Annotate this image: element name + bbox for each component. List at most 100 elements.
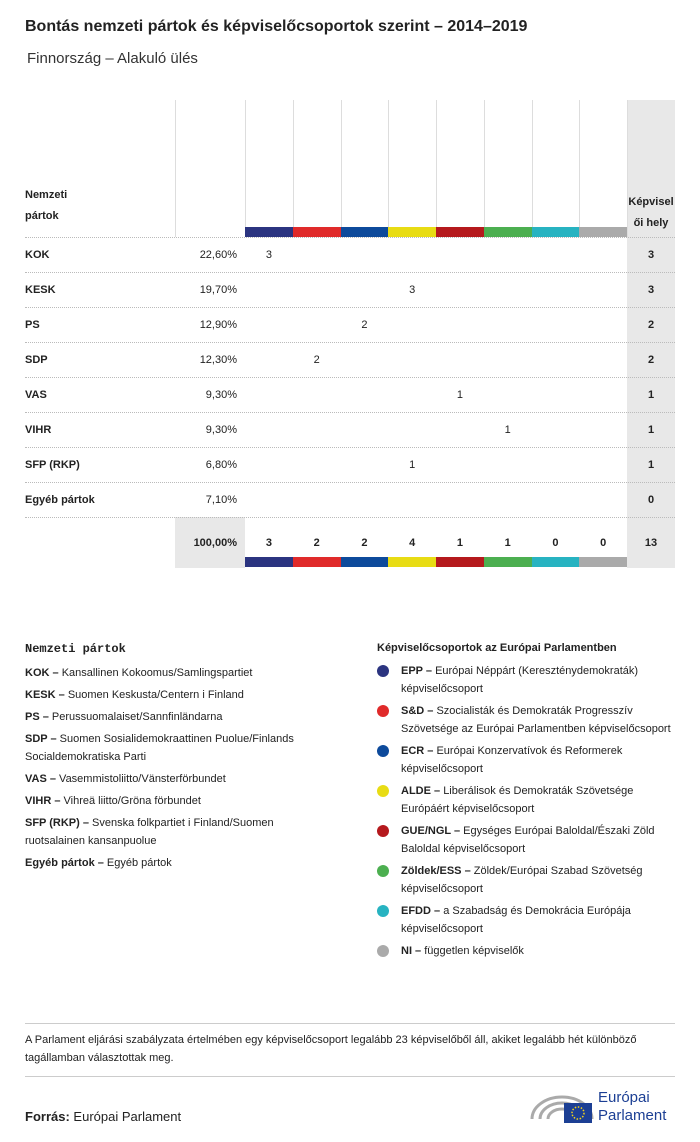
legend-dot	[377, 945, 389, 957]
legend-item: VIHR – Vihreä liitto/Gröna förbundet	[25, 792, 335, 810]
seat-total: 1	[647, 458, 655, 471]
legend-item: KESK – Suomen Keskusta/Centern i Finland	[25, 686, 335, 704]
legend-item: Egyéb pártok – Egyéb pártok	[25, 854, 335, 872]
legend-name: Európai Konzervatívok és Reformerek képv…	[401, 745, 623, 775]
seat-total: 3	[647, 283, 655, 296]
column-line	[340, 100, 342, 237]
legend-dot	[377, 905, 389, 917]
votes: 19,70%	[199, 283, 237, 296]
seat-total: 3	[647, 248, 655, 261]
party-legend: Nemzeti pártok KOK – Kansallinen Kokoomu…	[25, 642, 335, 876]
column-line	[175, 100, 176, 237]
legend-abbr: VIHR –	[25, 795, 61, 807]
votes: 100,00%	[193, 536, 237, 549]
legend-abbr: ECR –	[401, 745, 434, 757]
legend-abbr: VAS –	[25, 773, 56, 785]
legend-item: GUE/NGL – Egységes Európai Baloldal/Észa…	[377, 822, 677, 858]
seat-count: 2	[313, 353, 320, 366]
seat-total: 1	[647, 423, 655, 436]
legend-dot	[377, 865, 389, 877]
seat-count: 2	[361, 318, 368, 331]
legend-item: KOK – Kansallinen Kokoomus/Samlingsparti…	[25, 664, 335, 682]
column-line	[245, 100, 246, 237]
seat-count: 1	[409, 458, 416, 471]
legend-item: EPP – Európai Néppárt (Kereszténydemokra…	[377, 662, 677, 698]
legend-abbr: Zöldek/ESS –	[401, 865, 471, 877]
logo-text: Parlament	[598, 1107, 667, 1124]
group-color-bar	[340, 557, 389, 567]
votes: 9,30%	[205, 388, 237, 401]
column-line	[388, 100, 390, 237]
source-text: Európai Parlament	[73, 1109, 182, 1124]
seat-count: 0	[552, 536, 559, 549]
legend-abbr: GUE/NGL –	[401, 825, 461, 837]
legend-name: Vasemmistoliitto/Vänsterförbundet	[59, 773, 226, 785]
legend-item: ALDE – Liberálisok és Demokraták Szövets…	[377, 782, 677, 818]
group-color-bar	[579, 227, 627, 237]
seat-count: 3	[265, 248, 272, 261]
party-name: PS	[25, 318, 40, 331]
legend-abbr: NI –	[401, 945, 422, 957]
rule	[25, 1023, 675, 1024]
footnote: A Parlament eljárási szabályzata értelmé…	[25, 1034, 637, 1064]
seat-total: 2	[647, 318, 655, 331]
legend-abbr: ALDE –	[401, 785, 441, 797]
legend-name: független képviselők	[424, 945, 524, 957]
seat-count: 1	[456, 536, 463, 549]
seat-total: 2	[647, 353, 655, 366]
column-line	[531, 100, 533, 237]
row-line	[25, 517, 675, 518]
votes: 9,30%	[205, 423, 237, 436]
legend-item: SFP (RKP) – Svenska folkpartiet i Finlan…	[25, 814, 335, 850]
logo: Európai Parlament	[530, 1089, 667, 1124]
legend-name: Szocialisták és Demokraták Progresszív S…	[401, 705, 671, 735]
legend-abbr: KESK –	[25, 689, 65, 701]
legend-title: Nemzeti pártok	[25, 642, 126, 656]
legend-item: EFDD – a Szabadság és Demokrácia Európáj…	[377, 902, 677, 938]
group-color-bar	[531, 227, 580, 237]
legend-abbr: S&D –	[401, 705, 434, 717]
party-name: VAS	[25, 388, 47, 401]
legend-item: VAS – Vasemmistoliitto/Vänsterförbundet	[25, 770, 335, 788]
party-name: SFP (RKP)	[25, 458, 80, 471]
group-color-bar	[483, 557, 532, 567]
row-line	[25, 482, 675, 483]
seat-count: 3	[265, 536, 272, 549]
seat-count: 4	[409, 536, 416, 549]
table: Nemzeti pártokSzavazatokKépviselői helyE…	[25, 100, 675, 568]
column-line	[436, 100, 437, 237]
seat-count: 1	[504, 423, 511, 436]
group-color-bar	[292, 227, 341, 237]
seat-count: 3	[409, 283, 416, 296]
legend-name: a Szabadság és Demokrácia Európája képvi…	[401, 905, 631, 935]
legend-item: NI – független képviselők	[377, 942, 677, 960]
legend-abbr: Egyéb pártok –	[25, 857, 104, 869]
legend-name: Egyéb pártok	[106, 857, 172, 869]
legend-abbr: EFDD –	[401, 905, 441, 917]
seat-count: 1	[456, 388, 463, 401]
row-line	[25, 307, 675, 308]
legend-name: Zöldek/Európai Szabad Szövetség képvisel…	[401, 865, 643, 895]
seat-total: 1	[647, 388, 655, 401]
title: Bontás nemzeti pártok és képviselőcsopor…	[25, 18, 528, 35]
group-color-bar	[579, 557, 627, 567]
group-color-bar	[483, 227, 532, 237]
column-line	[483, 100, 485, 237]
legend-item: S&D – Szocialisták és Demokraták Progres…	[377, 702, 677, 738]
seat-column-bg	[627, 100, 675, 568]
legend-item: ECR – Európai Konzervatívok és Reformere…	[377, 742, 677, 778]
legend-abbr: PS –	[25, 711, 49, 723]
group-color-bar	[245, 557, 293, 567]
legend-name: Liberálisok és Demokraták Szövetsége Eur…	[401, 785, 634, 815]
column-line	[627, 100, 628, 237]
legend-name: Suomen Sosialidemokraattinen Puolue/Finl…	[25, 733, 294, 763]
group-color-bar	[436, 557, 484, 567]
party-header: Nemzeti pártok	[25, 189, 68, 222]
legend-item: SDP – Suomen Sosialidemokraattinen Puolu…	[25, 730, 335, 766]
legend-abbr: SFP (RKP) –	[25, 817, 89, 829]
group-color-bar	[292, 557, 341, 567]
group-color-bar	[388, 557, 436, 567]
party-name: KESK	[25, 283, 56, 296]
party-name: Egyéb pártok	[25, 493, 95, 506]
